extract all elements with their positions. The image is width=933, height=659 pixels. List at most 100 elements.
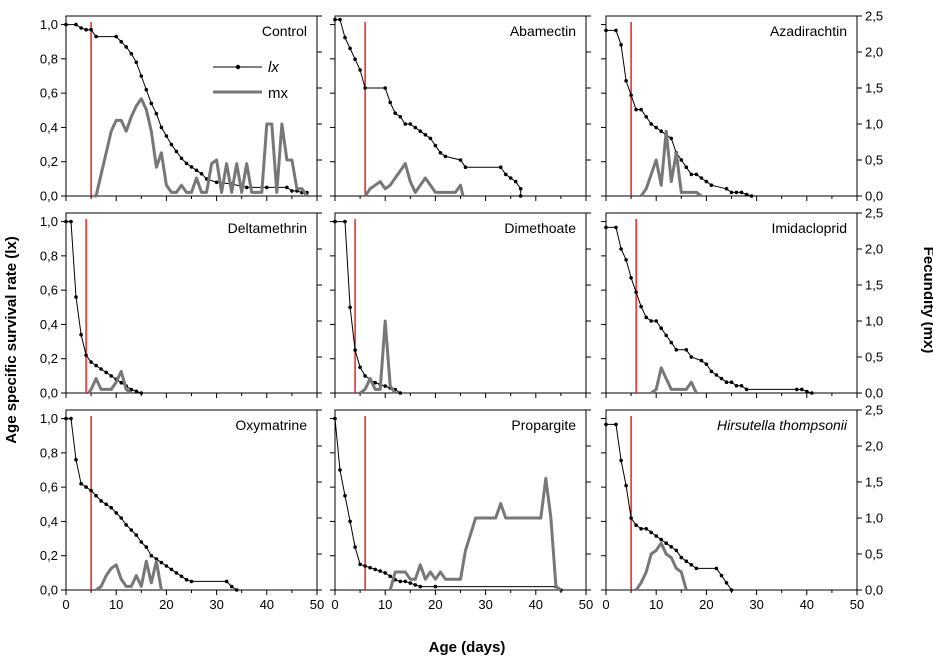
panel-frame [605,212,858,394]
x-tick-label: 30 [209,597,223,612]
series-lx-point [353,545,357,549]
series-lx-point [159,560,164,565]
series-lx-point [348,46,352,51]
series-lx-point [714,566,719,571]
series-lx-point [614,422,618,427]
panel-frame [65,212,318,394]
y-left-tick-label: 0,2 [40,351,58,366]
series-lx-point [134,533,139,537]
series-lx-point [619,43,623,47]
series-lx-point [624,483,628,488]
y-left-tick-label: 0,0 [40,583,58,598]
series-lx-point [74,295,78,299]
series-lx-point [654,319,658,323]
series-mx-line [650,366,698,395]
series-lx-point [333,416,337,421]
x-tick-label: 40 [529,597,543,612]
series-lx-point [144,87,149,92]
series-lx-point [413,583,418,587]
series-lx-point [428,136,433,141]
series-mx-line [388,476,562,592]
series-lx-point [418,584,423,589]
series-lx-point [734,190,739,195]
series-lx-point [689,563,694,567]
series-lx-point [669,340,674,345]
series-lx-point [694,566,699,571]
series-lx-point [393,111,398,115]
y-left-tick-label: 0,0 [40,386,58,401]
series-lx-point [94,363,98,368]
series-mx-line [95,559,163,592]
series-lx-point [169,567,174,572]
legend: lx mx [213,59,288,102]
series-lx-point [614,225,618,230]
series-lx-point [119,380,123,385]
series-lx-point [433,584,438,589]
x-tick-label: 10 [378,597,392,612]
series-lx-point [624,79,628,83]
series-lx-point [644,115,648,119]
x-tick-label: 0 [62,597,69,612]
series-lx-point [154,111,159,116]
y-right-tick-label: 0,0 [865,583,883,598]
x-tick-label: 50 [579,597,593,612]
series-lx-point [189,579,194,584]
series-lx-point [224,579,229,584]
y-right-tick-label: 1,5 [865,81,883,96]
series-lx-point [719,376,724,381]
series-lx-point [634,107,638,112]
x-tick-label: 10 [649,597,663,612]
y-right-tick-label: 2,5 [865,403,883,418]
series-lx-point [604,422,608,427]
x-tick-label: 50 [850,597,864,612]
panel-hirsutella-thompsonii: 0 10 20 30 40 500,0 0,5 1,0 1,5 2,0 2,5 Hirsutella … [601,403,883,612]
y-left-tick-label: 0,4 [40,514,58,529]
series-lx-point [669,136,674,141]
panel-abamectin: Abamectin [330,15,591,201]
series-lx-point [398,579,403,584]
series-lx-point [104,502,108,507]
series-lx-point [169,142,174,147]
series-lx-point [498,165,503,169]
series-lx-point [463,165,468,169]
series-lx-point [619,247,623,251]
series-lx-point [729,588,734,592]
series-lx-point [639,304,643,309]
series-lx-point [649,319,653,323]
series-lx-point [89,360,93,364]
series-lx-point [388,574,393,579]
panel-title: Azadirachtin [770,23,847,39]
series-lx-point [508,176,513,180]
y-right-tick-label: 2,0 [865,439,883,454]
x-tick-label: 20 [699,597,713,612]
series-lx-point [159,125,164,130]
series-lx-point [129,51,134,56]
x-tick-label: 10 [109,597,123,612]
series-lx-point [684,165,689,169]
series-lx-point [388,100,393,105]
x-tick-label: 50 [310,597,324,612]
panel-title: Deltamethrin [228,220,307,236]
series-lx-point [353,57,357,61]
panel-frame [65,409,318,591]
series-lx-point [689,172,694,177]
series-lx-point [674,548,679,553]
series-lx-point [244,185,249,190]
series-lx-point [144,545,149,549]
series-lx-point [719,573,724,578]
series-lx-point [503,172,508,177]
series-lx-line [334,418,562,591]
series-lx-line [66,221,142,394]
series-lx-point [139,391,144,395]
y-left-tick-label: 0,6 [40,283,58,298]
series-lx-point [744,192,749,197]
ylabel-right: Fecundity (mx) [920,247,933,354]
series-lx-point [89,27,93,32]
series-lx-point [179,156,184,161]
series-lx-point [699,176,704,180]
series-lx-line [606,423,732,591]
series-lx-point [99,367,103,371]
series-mx-line [359,319,397,395]
panel-frame [605,15,858,197]
series-lx-point [119,39,123,44]
